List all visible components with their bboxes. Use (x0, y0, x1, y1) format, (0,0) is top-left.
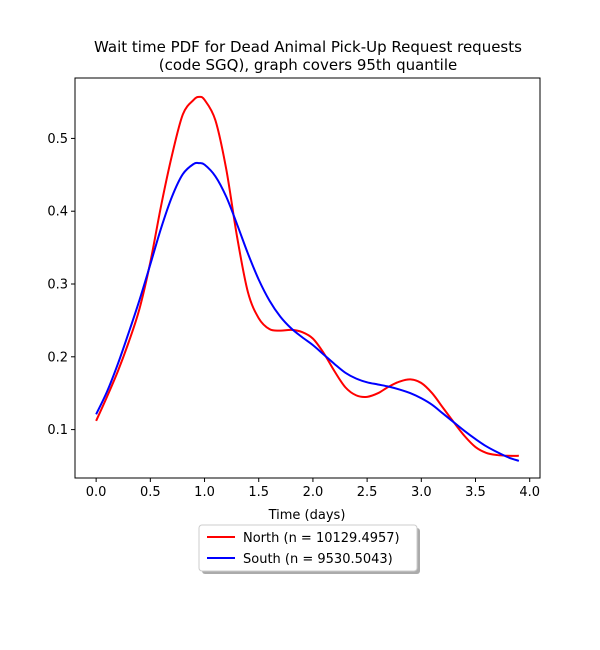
axes-frame (74, 77, 541, 479)
y-tick-label: 0.3 (47, 278, 68, 293)
y-tick-label: 0.1 (47, 423, 68, 438)
y-tick-label: 0.4 (47, 205, 68, 220)
x-tick-label: 0.0 (86, 485, 107, 500)
x-tick-label: 1.5 (248, 485, 269, 500)
y-tick-label: 0.2 (47, 350, 68, 365)
chart-title-line-1: Wait time PDF for Dead Animal Pick-Up Re… (94, 38, 522, 56)
chart-title-line-2: (code SGQ), graph covers 95th quantile (159, 56, 458, 74)
legend-label-north: North (n = 10129.4957) (243, 531, 400, 546)
legend-box (198, 524, 418, 572)
x-tick-label: 2.5 (357, 485, 378, 500)
x-tick-label: 2.0 (303, 485, 324, 500)
plot-area (75, 78, 540, 478)
series-line-north (95, 95, 519, 457)
series-line-south (95, 161, 520, 462)
x-tick-label: 0.5 (140, 485, 161, 500)
x-axis-label: Time (days) (268, 508, 346, 523)
legend-label-south: South (n = 9530.5043) (243, 552, 393, 567)
legend: North (n = 10129.4957) South (n = 9530.5… (198, 524, 420, 574)
x-axis-ticks: 0.0 0.5 1.0 1.5 2.0 2.5 3.0 3.5 4.0 (86, 478, 540, 500)
x-tick-label: 3.0 (411, 485, 432, 500)
y-axis-ticks: 0.1 0.2 0.3 0.4 0.5 (47, 132, 75, 438)
x-tick-label: 4.0 (519, 485, 540, 500)
x-tick-label: 3.5 (465, 485, 486, 500)
series-layer (95, 95, 520, 462)
x-tick-label: 1.0 (194, 485, 215, 500)
y-tick-label: 0.5 (47, 132, 68, 147)
